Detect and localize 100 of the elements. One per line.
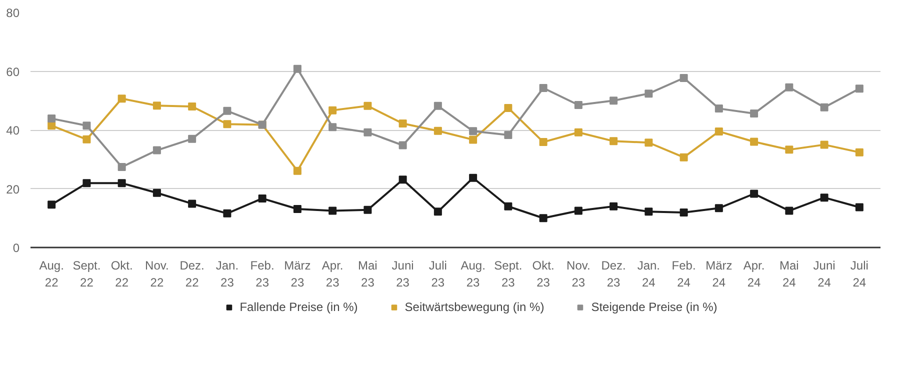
point (48, 200, 56, 209)
point (785, 146, 794, 154)
point (504, 104, 512, 112)
point (258, 194, 266, 202)
point (223, 106, 232, 115)
point (539, 84, 548, 92)
legend-label: Fallende Preise (in %) (240, 300, 358, 314)
point (152, 188, 161, 197)
legend-label: Seitwärtsbewegung (in %) (404, 300, 544, 314)
point (820, 194, 828, 202)
point (434, 208, 442, 216)
x-tick-label: Mai 23 (358, 258, 378, 290)
point (293, 205, 302, 214)
y-tick-label: 40 (6, 124, 20, 138)
point (644, 90, 653, 98)
x-tick-label: März 23 (284, 258, 311, 290)
point (574, 101, 582, 110)
point (855, 148, 864, 156)
x-tick-label: Dez. 23 (601, 258, 626, 290)
x-tick-label: Apr. 24 (743, 258, 765, 290)
point (82, 179, 91, 188)
x-tick-label: Feb. 23 (250, 258, 274, 290)
point (714, 104, 723, 113)
point (610, 202, 618, 210)
x-tick-label: Sept. 22 (72, 258, 101, 290)
point (680, 153, 688, 162)
y-tick-label: 20 (6, 182, 20, 196)
point (750, 190, 758, 198)
x-tick-label: Sept. 23 (494, 258, 522, 290)
x-tick-label: Okt. 23 (532, 258, 554, 290)
point (469, 174, 478, 182)
point (644, 138, 653, 147)
point (293, 166, 302, 175)
x-tick-label: Apr. 23 (322, 258, 344, 290)
point (152, 102, 161, 110)
x-tick-label: März 24 (706, 258, 732, 290)
point (48, 114, 56, 123)
y-tick-label: 0 (12, 241, 20, 255)
point (504, 130, 512, 139)
point (293, 64, 302, 73)
point (820, 103, 828, 112)
point (539, 214, 548, 222)
point (785, 83, 794, 92)
point (434, 126, 442, 135)
point (118, 94, 126, 103)
point (364, 102, 372, 110)
x-tick-label: Jan. 24 (637, 258, 660, 290)
y-tick-label: 60 (6, 64, 20, 79)
x-tick-label: Nov. 22 (145, 258, 169, 290)
point (610, 137, 618, 146)
point (610, 96, 618, 105)
point (644, 208, 653, 216)
point (820, 140, 828, 149)
x-tick-label: Dez. 22 (180, 258, 204, 290)
point (398, 176, 407, 184)
point (574, 128, 582, 136)
point (469, 136, 478, 144)
x-tick-label: Juli 23 (428, 258, 447, 290)
point (434, 102, 442, 110)
point (680, 208, 688, 217)
point (82, 135, 91, 144)
point (188, 200, 196, 208)
point (82, 122, 91, 130)
point (539, 138, 548, 146)
point (152, 146, 161, 154)
point (680, 74, 688, 82)
x-tick-label: Aug. 23 (460, 258, 486, 290)
point (574, 206, 582, 215)
point (328, 206, 337, 215)
y-tick-label: 80 (6, 6, 20, 20)
point (118, 179, 126, 188)
point (469, 127, 478, 136)
point (223, 120, 232, 128)
x-tick-label: Juni 23 (392, 258, 414, 290)
x-tick-label: Juni 24 (813, 258, 836, 290)
point (364, 128, 372, 136)
point (504, 202, 512, 210)
x-tick-label: Aug. 22 (39, 258, 64, 290)
point (328, 123, 337, 132)
point (188, 102, 196, 110)
point (714, 204, 723, 212)
x-tick-label: Nov. 23 (566, 258, 590, 290)
point (855, 84, 864, 93)
point (750, 110, 758, 118)
point (364, 206, 372, 214)
point (855, 203, 864, 212)
point (223, 209, 232, 218)
x-tick-label: Feb. 24 (672, 258, 696, 290)
point (188, 134, 196, 143)
point (714, 127, 723, 136)
point (785, 206, 794, 215)
point (118, 163, 126, 172)
point (398, 141, 407, 150)
x-tick-label: Juli 24 (850, 258, 868, 290)
legend-label: Steigende Preise (in %) (591, 300, 718, 314)
point (328, 106, 337, 114)
x-tick-label: Jan. 23 (216, 258, 239, 290)
x-tick-label: Mai 24 (780, 258, 799, 290)
x-tick-label: Okt. 22 (110, 258, 133, 290)
point (398, 120, 407, 128)
